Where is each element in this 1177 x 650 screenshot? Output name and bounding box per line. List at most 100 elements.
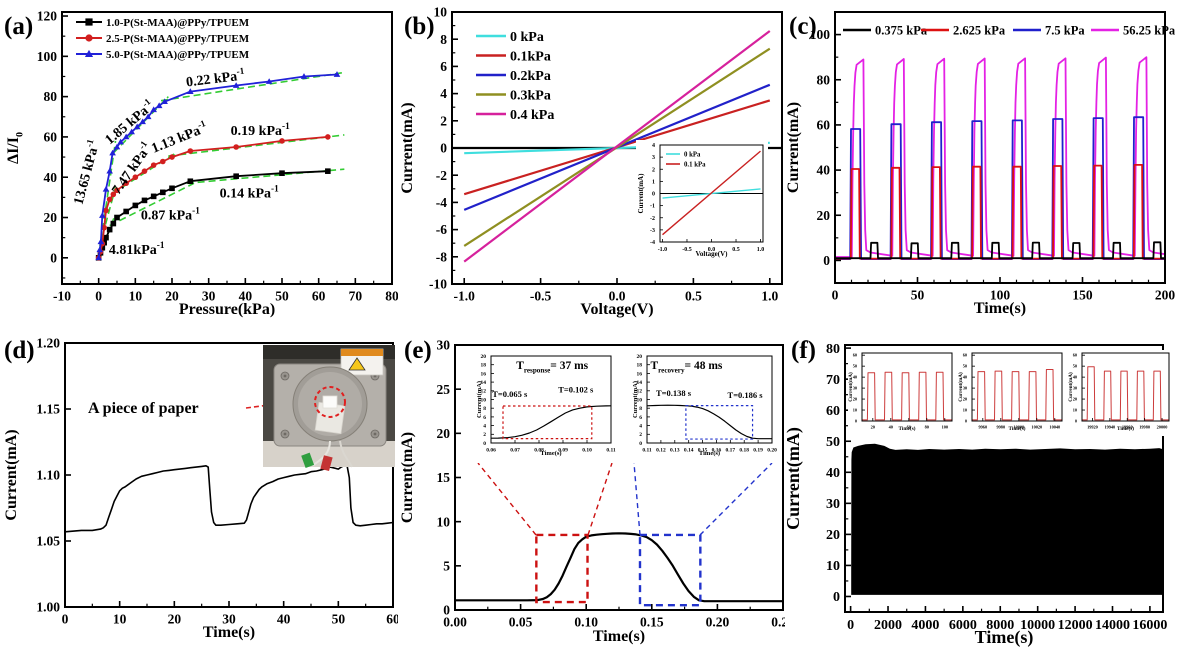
series-line: [972, 369, 1062, 421]
y-tick-label: 4: [440, 86, 447, 101]
legend-label: 1.0-P(St-MAA)@PPy/TPUEM: [106, 17, 250, 29]
x-tick-label: 20000: [1157, 424, 1168, 429]
y-tick-label: -1: [650, 204, 655, 210]
callout-line: [633, 462, 641, 536]
panel-tag: (e): [404, 337, 432, 364]
y-tick-label: 2: [483, 432, 486, 438]
y-tick-label: 30: [853, 386, 857, 391]
x-tick-label: -1.0: [454, 289, 476, 304]
fit-line: [186, 168, 345, 185]
y-tick-label: 6: [440, 59, 447, 74]
wire: [339, 440, 353, 468]
y-tick-label: 1.10: [36, 468, 60, 483]
y-tick-label: 1.00: [36, 600, 60, 615]
y-tick-label: 0: [823, 253, 830, 268]
y-tick-label: 20: [817, 208, 831, 223]
y-tick-label: 0: [443, 603, 450, 618]
y-tick-label: 10: [437, 514, 451, 529]
series-line: [862, 371, 952, 421]
y-tick-label: 20: [637, 354, 643, 360]
x-tick-label: 30: [202, 289, 216, 304]
y-tick-label: 8: [639, 406, 642, 412]
y-tick-label: 1.05: [36, 534, 60, 549]
y-tick-label: 50: [826, 435, 840, 450]
y-tick-label: 40: [963, 375, 967, 380]
x-tick-label: 0.0: [708, 247, 716, 253]
y-tick-label: 40: [826, 466, 840, 481]
x-tick-label: 0.13: [670, 448, 680, 454]
annotation: 4.81kPa-1: [109, 240, 165, 258]
y-tick-label: 120: [37, 9, 58, 24]
legend-label: 2.625 kPa: [953, 23, 1006, 37]
y-tick-label: 0: [652, 192, 655, 198]
y-tick-label: 0: [440, 141, 447, 156]
x-tick-label: 10: [129, 289, 143, 304]
series-line: [463, 30, 771, 263]
annotation: Tresponse= 37 ms: [516, 360, 588, 374]
x-tick-label: 6000: [949, 618, 977, 633]
x-axis-label: Voltage(V): [580, 301, 653, 318]
series-line: [490, 405, 612, 439]
x-tick-label: 0.5: [732, 247, 740, 253]
annotation: A piece of paper: [88, 400, 199, 417]
annotation: T=0.102 s: [558, 385, 594, 395]
x-tick-label: 0.18: [739, 448, 749, 454]
x-tick-label: 80: [925, 424, 929, 429]
annotation: T=0.138 s: [656, 388, 692, 398]
y-tick-label: 12: [481, 389, 487, 395]
y-tick-label: 8: [440, 32, 447, 47]
x-tick-label: 16000: [1132, 618, 1167, 633]
series-line: [835, 116, 1165, 261]
x-axis-label: Time(s): [593, 628, 645, 645]
x-axis-label: Time(s): [899, 425, 916, 432]
plot-frame: [1081, 352, 1170, 422]
y-tick-label: -6: [436, 222, 447, 237]
panel-tag: (a): [4, 13, 33, 40]
x-axis-label: Time(s): [540, 450, 561, 457]
annotation: 0.14 kPa-1: [220, 183, 279, 201]
x-tick-label: 12000: [1058, 618, 1093, 633]
x-tick-label: 19960: [1122, 424, 1133, 429]
y-axis-label: ΔI/I0: [5, 132, 25, 164]
y-tick-label: 20: [826, 528, 840, 543]
device-photo-inset: [263, 345, 395, 472]
y-tick-label: 4: [652, 143, 655, 149]
y-tick-label: 60: [853, 353, 857, 358]
x-tick-label: 9960: [979, 424, 988, 429]
y-tick-label: 0: [1075, 418, 1077, 423]
plot-frame: [844, 344, 1164, 613]
x-tick-label: 0: [62, 612, 69, 627]
y-axis-label: Current(mA): [957, 372, 964, 402]
y-tick-label: 10: [826, 559, 840, 574]
y-axis-label: Current(mA): [476, 381, 483, 418]
x-tick-label: 0.07: [510, 448, 520, 454]
y-tick-label: 1.20: [36, 336, 60, 351]
y-tick-label: 20: [437, 426, 451, 441]
y-tick-label: 2: [639, 432, 642, 438]
x-tick-label: 10040: [1049, 424, 1060, 429]
annotation: T=0.065 s: [492, 389, 528, 399]
y-tick-label: 5: [443, 558, 450, 573]
x-tick-label: 0.10: [582, 448, 592, 454]
plot-frame: [861, 352, 953, 422]
legend-label: 56.25 kPa: [1123, 23, 1176, 37]
x-tick-label: 40: [239, 289, 253, 304]
y-tick-label: 60: [817, 118, 831, 133]
x-tick-label: 80: [385, 289, 398, 304]
x-tick-label: 0.17: [726, 448, 736, 454]
x-tick-label: 0.20: [706, 615, 730, 630]
x-tick-label: 8000: [986, 618, 1014, 633]
x-tick-label: 60: [907, 424, 911, 429]
y-tick-label: 4: [639, 423, 642, 429]
legend-label: 2.5-P(St-MAA)@PPy/TPUEM: [106, 33, 250, 45]
y-tick-label: -3: [650, 228, 655, 234]
x-tick-label: 10: [113, 612, 127, 627]
y-tick-label: 30: [437, 338, 451, 353]
y-axis-label: Current(mA): [785, 102, 802, 193]
x-tick-label: 20: [165, 289, 179, 304]
x-tick-label: 150: [1072, 288, 1093, 303]
y-tick-label: 40: [1073, 375, 1077, 380]
callout-line: [699, 462, 773, 536]
x-tick-label: 0: [95, 289, 102, 304]
